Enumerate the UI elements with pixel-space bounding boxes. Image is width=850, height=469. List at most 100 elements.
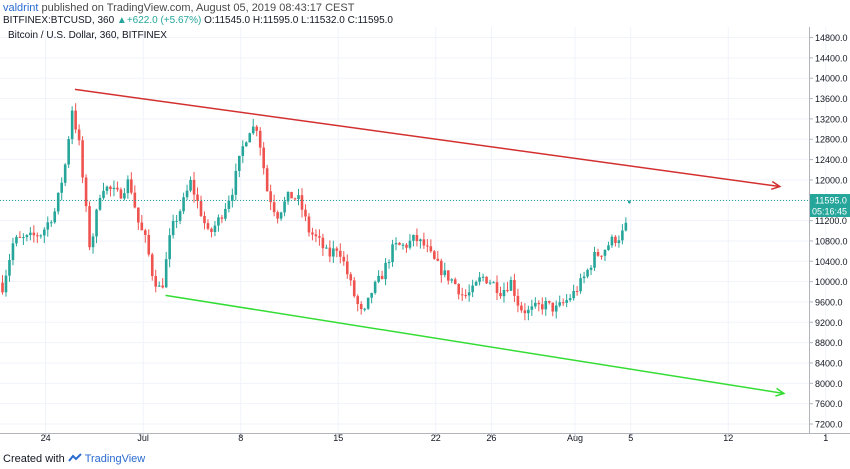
candle-body bbox=[506, 289, 509, 291]
candle-body bbox=[95, 209, 98, 237]
candle-body bbox=[617, 240, 621, 243]
countdown-label: 05:16:45 bbox=[812, 207, 847, 217]
price-scale[interactable]: 7200.0 7600.0 8000.0 8400.0 8800.0 9200.0 9600… bbox=[809, 33, 848, 430]
candle-body bbox=[192, 179, 196, 195]
candle-body bbox=[210, 228, 213, 233]
resistance-trend-line[interactable] bbox=[74, 88, 780, 188]
candle-body bbox=[22, 237, 25, 239]
candle-body bbox=[255, 126, 259, 131]
candle-body bbox=[123, 193, 126, 199]
candle-body bbox=[363, 308, 366, 310]
candle-body bbox=[293, 198, 297, 200]
candle-body bbox=[356, 296, 360, 305]
candle-body bbox=[429, 246, 433, 252]
candle-body bbox=[105, 186, 109, 191]
candle-body bbox=[540, 304, 544, 310]
candle-body bbox=[387, 262, 391, 264]
candle-body bbox=[77, 129, 81, 141]
published-text: published on TradingView.com, August 05,… bbox=[41, 2, 355, 14]
candle-body bbox=[380, 275, 384, 280]
candle-body bbox=[443, 270, 447, 276]
time-scale[interactable]: 24 Jul 8 15 22 26 Aug 5 12 1 bbox=[41, 433, 829, 443]
change-value: +622.0 (+5.67%) bbox=[126, 15, 202, 26]
candle-body bbox=[600, 255, 603, 257]
candle-body bbox=[502, 289, 506, 297]
candle-body bbox=[586, 269, 589, 277]
candle-body bbox=[607, 245, 610, 250]
candle-body bbox=[467, 292, 471, 296]
symbol-label: BITFINEX:BTCUSD, 360 bbox=[3, 15, 115, 26]
candle-body bbox=[63, 164, 67, 183]
candle-body bbox=[558, 302, 561, 306]
candle-body bbox=[206, 223, 210, 229]
chart-title: Bitcoin / U.S. Dollar, 360, BITFINEX bbox=[8, 30, 167, 41]
candle-body bbox=[478, 277, 481, 282]
candle-body bbox=[485, 276, 488, 284]
candle-body bbox=[168, 235, 171, 260]
candle-body bbox=[433, 251, 436, 259]
candle-body bbox=[102, 190, 105, 198]
candle-body bbox=[530, 306, 534, 310]
candle-body bbox=[439, 260, 443, 276]
tradingview-logo-icon bbox=[68, 453, 82, 462]
last-price-badge bbox=[810, 194, 850, 218]
footer: Created with TradingView bbox=[3, 453, 145, 465]
candle-body bbox=[377, 275, 380, 282]
candle-body bbox=[133, 192, 137, 208]
up-arrow-icon: ▲ bbox=[116, 15, 127, 26]
price-tick-label: 13600.0 bbox=[815, 94, 848, 104]
plot-area[interactable] bbox=[0, 27, 809, 450]
candle-body bbox=[29, 232, 32, 236]
time-tick-label: 12 bbox=[723, 433, 733, 443]
candle-body bbox=[74, 110, 77, 130]
support-trend-line[interactable] bbox=[165, 294, 785, 395]
candle-body bbox=[220, 217, 224, 219]
time-tick-label: 24 bbox=[41, 433, 51, 443]
candle-body bbox=[189, 179, 192, 191]
candle-body bbox=[579, 278, 582, 292]
support-arrow-icon bbox=[775, 387, 786, 397]
price-chart[interactable]: Bitcoin / U.S. Dollar, 360, BITFINEX 720… bbox=[0, 27, 850, 450]
candle-body bbox=[318, 236, 321, 238]
candle-body bbox=[238, 155, 241, 171]
candle-body bbox=[565, 300, 568, 303]
price-tick-label: 9200.0 bbox=[815, 318, 843, 328]
candle-body bbox=[15, 236, 18, 244]
candle-body bbox=[234, 170, 238, 195]
price-tick-label: 13200.0 bbox=[815, 114, 848, 124]
candle-body bbox=[481, 276, 485, 278]
candle-body bbox=[84, 177, 88, 207]
candle-body bbox=[513, 280, 516, 296]
price-tick-label: 10000.0 bbox=[815, 277, 848, 287]
candle-body bbox=[394, 242, 398, 245]
candle-body bbox=[81, 140, 84, 178]
candle-body bbox=[359, 304, 363, 310]
candle-body bbox=[544, 300, 548, 310]
candle-body bbox=[419, 239, 422, 242]
time-tick-label: 5 bbox=[628, 433, 633, 443]
candle-body bbox=[488, 282, 492, 284]
candle-body bbox=[98, 197, 102, 210]
candle-body bbox=[154, 276, 158, 287]
candle-body bbox=[495, 282, 499, 294]
candle-body bbox=[147, 234, 151, 255]
author-link[interactable]: valdrint bbox=[3, 2, 39, 14]
price-tick-label: 7200.0 bbox=[815, 420, 843, 430]
candle-body bbox=[561, 302, 565, 304]
tradingview-link[interactable]: TradingView bbox=[84, 453, 146, 465]
candle-body bbox=[325, 247, 328, 249]
candle-body bbox=[269, 191, 272, 203]
candle-body bbox=[217, 217, 220, 226]
candle-body bbox=[352, 280, 356, 297]
candle-body bbox=[349, 274, 353, 281]
candle-body bbox=[161, 285, 164, 288]
candle-body bbox=[499, 293, 502, 297]
candle-body bbox=[474, 281, 478, 286]
candle-body bbox=[262, 147, 265, 169]
candle-body bbox=[203, 215, 206, 224]
candle-body bbox=[251, 126, 255, 134]
time-tick-label: 8 bbox=[238, 433, 243, 443]
candle-body bbox=[157, 285, 161, 287]
candle-body bbox=[25, 235, 29, 238]
candle-body bbox=[596, 252, 600, 256]
